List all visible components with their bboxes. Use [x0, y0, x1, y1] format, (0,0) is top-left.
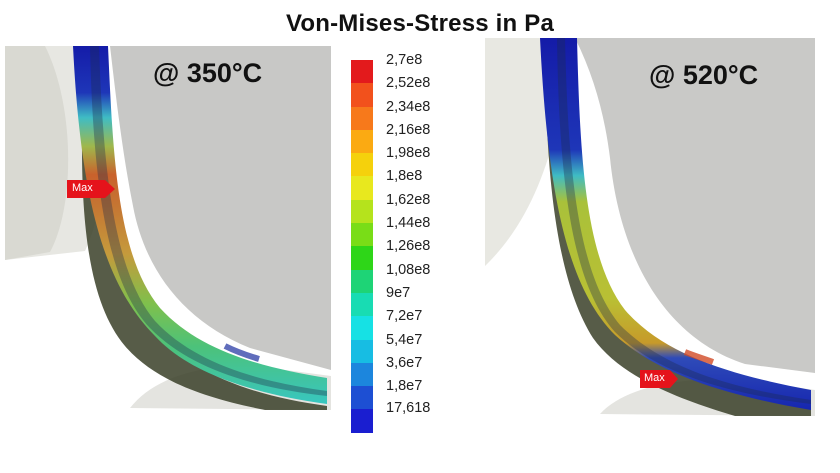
- color-legend: 2,7e8 2,52e8 2,34e8 2,16e8 1,98e8 1,8e8 1,62e8…: [351, 52, 461, 433]
- fem-render-520c: [485, 38, 815, 416]
- legend-label: 1,62e8: [386, 191, 431, 208]
- legend-label: 2,52e8: [386, 75, 431, 92]
- fem-render-350c: [5, 46, 331, 410]
- max-label-520c: Max: [644, 372, 665, 384]
- max-label-350c: Max: [72, 182, 93, 194]
- legend-label: 3,6e7: [386, 354, 423, 371]
- legend-swatch: [351, 339, 373, 363]
- legend-swatch: [351, 223, 373, 247]
- legend-swatch: [351, 269, 373, 293]
- legend-label: 1,98e8: [386, 145, 431, 162]
- legend-row: [351, 409, 461, 433]
- temperature-label-520c: @ 520°C: [649, 60, 759, 90]
- legend-swatch: [351, 199, 373, 224]
- max-marker-350c: Max: [67, 180, 115, 198]
- legend-label: 1,26e8: [386, 238, 431, 255]
- legend-swatch: [351, 292, 373, 317]
- legend-row: 1,8e7: [351, 378, 461, 410]
- legend-row: 2,16e8: [351, 122, 461, 154]
- legend-swatch: [351, 153, 373, 177]
- legend-swatch: [351, 386, 373, 410]
- panel-520c: @ 520°C Max: [485, 38, 815, 416]
- figure-title: Von-Mises-Stress in Pa: [285, 10, 555, 37]
- legend-label: 1,44e8: [386, 215, 431, 232]
- legend-row: 5,4e7: [351, 332, 461, 363]
- legend-row: 3,6e7: [351, 355, 461, 387]
- legend-swatch: [351, 83, 373, 107]
- legend-label: 1,8e8: [386, 168, 423, 185]
- legend-row: 2,34e8: [351, 99, 461, 130]
- legend-row: 2,7e8: [351, 52, 461, 84]
- legend-row: 9e7: [351, 285, 461, 317]
- legend-label: 7,2e7: [386, 308, 423, 325]
- legend-swatch: [351, 246, 373, 270]
- legend-swatch: [351, 316, 373, 340]
- legend-swatch: [351, 176, 373, 200]
- legend-swatch: [351, 129, 373, 154]
- legend-swatch: [351, 60, 373, 84]
- legend-row: 1,62e8: [351, 192, 461, 224]
- max-marker-520c: Max: [640, 370, 678, 388]
- legend-label: 1,08e8: [386, 261, 431, 278]
- legend-row: 1,08e8: [351, 262, 461, 293]
- panel-350c: @ 350°C Max: [5, 46, 331, 410]
- temperature-label-350c: @ 350°C: [153, 58, 263, 88]
- legend-swatch: [351, 106, 373, 130]
- legend-label: 2,34e8: [386, 98, 431, 115]
- legend-label: 2,7e8: [386, 52, 423, 68]
- legend-label: 5,4e7: [386, 331, 423, 348]
- legend-row: 7,2e7: [351, 308, 461, 340]
- legend-row: 1,8e8: [351, 168, 461, 200]
- legend-row: 1,44e8: [351, 215, 461, 247]
- legend-label: 9e7: [386, 284, 411, 301]
- legend-label-min: 17,618: [386, 400, 431, 416]
- legend-swatch: [351, 409, 373, 433]
- legend-label: 2,16e8: [386, 121, 431, 138]
- legend-row: 2,52e8: [351, 75, 461, 107]
- legend-row: 1,26e8: [351, 238, 461, 270]
- legend-label: 1,8e7: [386, 378, 423, 395]
- legend-swatch: [351, 362, 373, 387]
- legend-row: 1,98e8: [351, 145, 461, 177]
